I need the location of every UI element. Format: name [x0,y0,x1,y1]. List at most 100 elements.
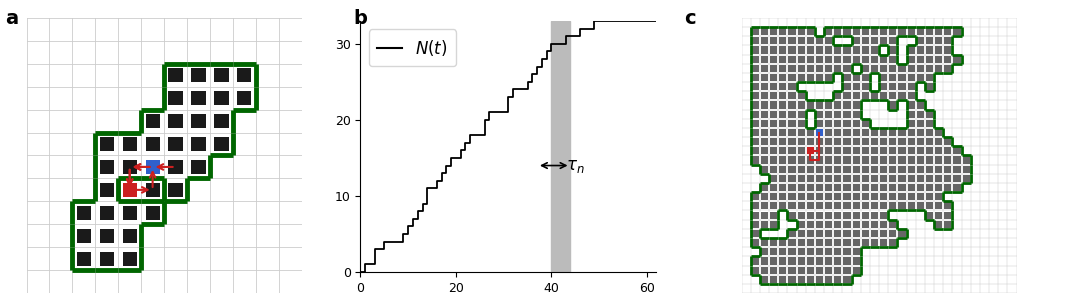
Bar [761,193,768,200]
Bar [844,257,850,265]
Bar [214,137,228,151]
Bar [761,221,768,228]
Bar [898,65,906,72]
Bar [169,114,183,128]
Bar [825,175,832,182]
Bar [761,111,768,118]
Bar [889,138,896,145]
Bar [889,129,896,136]
Bar [770,83,777,90]
Bar [908,193,915,200]
Bar [926,37,933,45]
Bar [917,56,924,63]
Bar [816,138,823,145]
Bar [862,65,869,72]
Bar [870,28,878,35]
Bar [844,211,850,219]
Bar [816,129,823,136]
Bar [816,65,823,72]
Bar [770,266,777,274]
Bar [908,101,915,109]
Bar [852,230,860,237]
Bar [816,56,823,63]
Bar [770,129,777,136]
Bar [825,101,832,109]
Bar [844,65,850,72]
Bar [761,248,768,255]
Bar [789,175,795,182]
Bar [880,138,888,145]
Bar [862,92,869,100]
Bar [917,138,924,145]
Bar [752,257,759,265]
Bar [935,28,943,35]
Bar [880,239,888,246]
Bar [797,221,805,228]
Bar [852,202,860,210]
Bar [761,74,768,81]
Bar [844,101,850,109]
Bar [935,56,943,63]
Bar [880,129,888,136]
Bar [870,221,878,228]
Bar [917,65,924,72]
Bar [926,156,933,164]
Bar [770,74,777,81]
Bar [752,193,759,200]
Bar [816,37,823,45]
Bar [807,56,813,63]
Bar [169,68,183,82]
Bar [797,276,805,283]
Bar [779,46,787,54]
Bar [852,211,860,219]
Bar [807,156,813,164]
Bar [852,111,860,118]
Bar [825,193,832,200]
Bar [169,137,183,151]
Bar [145,206,159,220]
Bar [870,184,878,191]
Bar [870,211,878,219]
Bar [844,202,850,210]
Bar [192,114,206,128]
Bar [752,56,759,63]
Bar [926,175,933,182]
Bar [214,91,228,105]
Bar [797,138,805,145]
Bar [898,175,906,182]
Bar [145,160,159,174]
Bar [761,156,768,164]
Bar [880,92,888,100]
Bar [963,166,969,173]
Bar [797,92,805,100]
Bar [880,175,888,182]
Bar [797,211,805,219]
Bar [214,114,228,128]
Bar [880,211,888,219]
Bar [779,257,787,265]
Bar [761,46,768,54]
Bar [935,156,943,164]
Bar [789,257,795,265]
Bar [926,138,933,145]
Bar [752,221,759,228]
Bar [908,166,915,173]
Bar [789,138,795,145]
Bar [908,28,915,35]
Bar [880,74,888,81]
Bar [752,101,759,109]
Bar [779,56,787,63]
Bar [889,65,896,72]
Bar [816,239,823,246]
Bar [779,239,787,246]
Bar [816,248,823,255]
Bar [779,166,787,173]
Bar [797,46,805,54]
Bar [889,156,896,164]
Bar [844,166,850,173]
Bar [945,56,951,63]
Bar [169,160,183,174]
Bar [779,129,787,136]
Bar [779,120,787,127]
Bar [825,147,832,155]
